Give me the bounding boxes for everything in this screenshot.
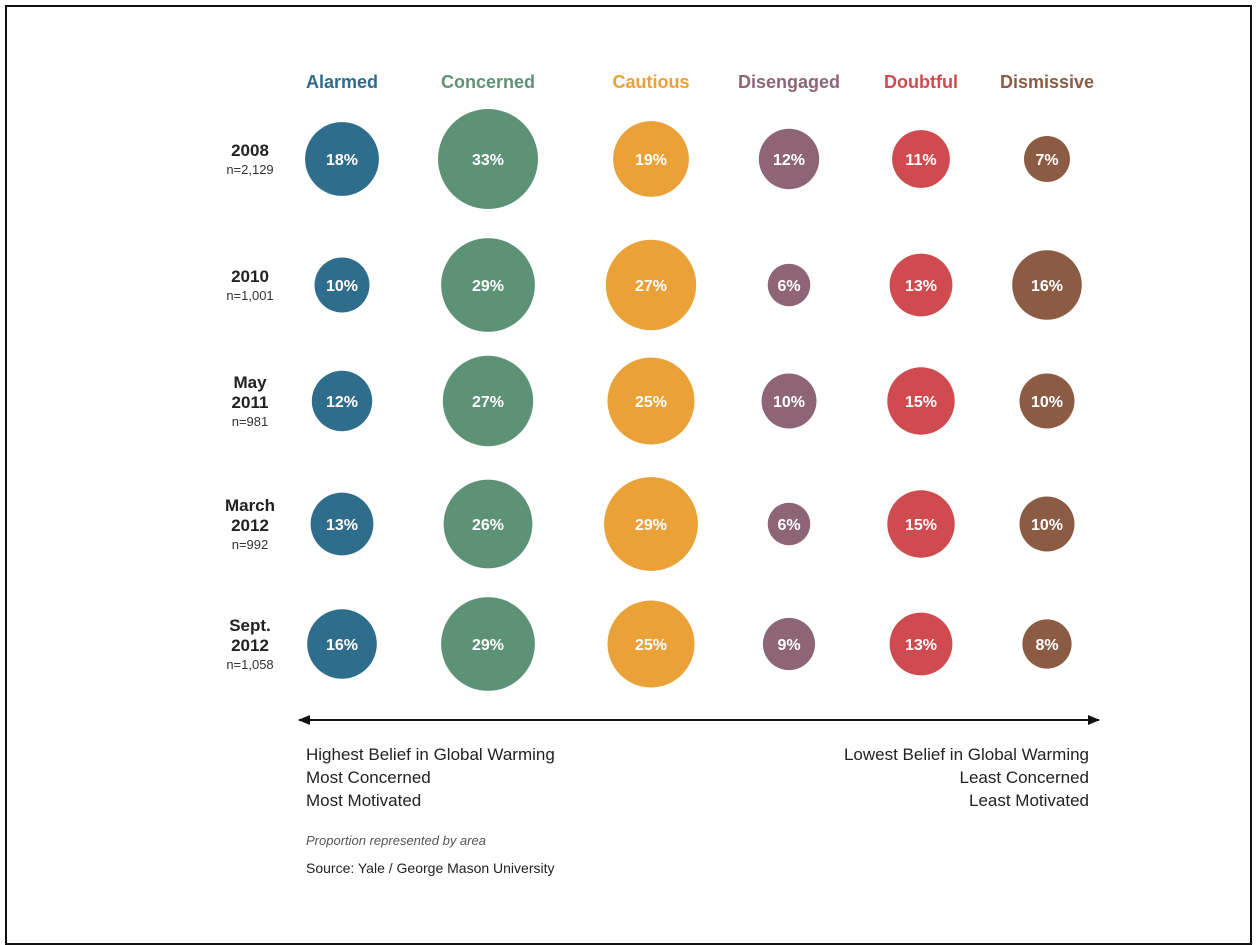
row-label: 2011 <box>232 393 269 412</box>
bubble-value-label: 6% <box>777 278 800 295</box>
category-label-disengaged: Disengaged <box>738 72 840 92</box>
bubble-value-label: 27% <box>635 278 667 295</box>
bubble-concerned <box>438 109 538 209</box>
area-note: Proportion represented by area <box>306 833 486 848</box>
bubble-value-label: 19% <box>635 152 667 169</box>
bubble-value-label: 29% <box>635 517 667 534</box>
row-label: 2010 <box>231 267 269 286</box>
bubble-alarmed <box>307 609 377 679</box>
bubble-dismissive <box>1022 619 1072 669</box>
bubble-value-label: 10% <box>1031 517 1063 534</box>
bubble-disengaged <box>767 502 811 546</box>
category-label-doubtful: Doubtful <box>884 72 958 92</box>
bubble-disengaged <box>758 128 820 190</box>
bubble-value-label: 15% <box>905 517 937 534</box>
row-label: May <box>233 373 267 392</box>
bubble-concerned <box>443 479 533 569</box>
chart-row-4: Sept.2012 n=1,058 16% 29% 25% 9% 13% 8% <box>226 597 1072 691</box>
scale-left-line: Most Concerned <box>306 768 431 787</box>
bubble-value-label: 10% <box>773 394 805 411</box>
row-sample-size: n=2,129 <box>226 162 273 177</box>
category-label-alarmed: Alarmed <box>306 72 378 92</box>
bubble-value-label: 8% <box>1035 637 1058 654</box>
bubble-doubtful <box>887 490 955 558</box>
bubble-cautious <box>613 121 689 197</box>
scale-right-line: Least Motivated <box>969 791 1089 810</box>
bubble-disengaged <box>762 617 816 671</box>
bubble-cautious <box>605 239 697 331</box>
category-headers: Alarmed Concerned Cautious Disengaged Doubtf… <box>306 72 1094 92</box>
bubble-concerned <box>442 355 534 447</box>
row-sample-size: n=1,058 <box>226 657 273 672</box>
bubble-dismissive <box>1012 250 1082 320</box>
bubble-disengaged <box>761 373 817 429</box>
category-label-cautious: Cautious <box>612 72 689 92</box>
bubble-doubtful <box>889 612 953 676</box>
bubble-doubtful <box>892 130 950 188</box>
bubble-doubtful <box>887 367 955 435</box>
chart-row-1: 2010 n=1,001 10% 29% 27% 6% 13% 16% <box>226 238 1082 332</box>
row-label: Sept. <box>229 616 271 635</box>
bubble-value-label: 16% <box>326 637 358 654</box>
category-label-dismissive: Dismissive <box>1000 72 1094 92</box>
bubble-value-label: 29% <box>472 637 504 654</box>
scale-left-line: Highest Belief in Global Warming <box>306 745 555 764</box>
bubble-dismissive <box>1024 136 1070 182</box>
scale-left-line: Most Motivated <box>306 791 421 810</box>
bubble-value-label: 11% <box>905 152 936 169</box>
bubble-value-label: 10% <box>1031 394 1063 411</box>
scale-right-line: Least Concerned <box>960 768 1089 787</box>
bubble-cautious <box>607 357 695 445</box>
bubble-cautious <box>607 600 695 688</box>
bubble-value-label: 13% <box>905 278 937 295</box>
bubble-alarmed <box>311 370 373 432</box>
chart-rows: 2008 n=2,129 18% 33% 19% 12% 11% 7% 2010 n=1,001 1… <box>225 109 1082 691</box>
bubble-value-label: 12% <box>773 152 805 169</box>
row-sample-size: n=1,001 <box>226 288 273 303</box>
chart-row-0: 2008 n=2,129 18% 33% 19% 12% 11% 7% <box>226 109 1070 209</box>
bubble-value-label: 25% <box>635 394 667 411</box>
bubble-value-label: 33% <box>472 152 504 169</box>
scale-left-labels: Highest Belief in Global Warming Most Con… <box>306 745 555 810</box>
bubble-value-label: 12% <box>326 394 358 411</box>
bubble-disengaged <box>767 263 811 307</box>
row-label: March <box>225 496 275 515</box>
bubble-value-label: 10% <box>326 278 358 295</box>
bubble-value-label: 27% <box>472 394 504 411</box>
bubble-concerned <box>441 597 535 691</box>
bubble-dismissive <box>1019 373 1075 429</box>
bubble-value-label: 18% <box>326 152 358 169</box>
bubble-alarmed <box>305 122 379 196</box>
bubble-value-label: 6% <box>777 517 800 534</box>
row-label: 2012 <box>231 516 269 535</box>
row-sample-size: n=981 <box>232 414 269 429</box>
bubble-value-label: 26% <box>472 517 504 534</box>
scale-right-labels: Lowest Belief in Global Warming Least Con… <box>844 745 1089 810</box>
bubble-value-label: 13% <box>905 637 937 654</box>
bubble-value-label: 7% <box>1035 152 1058 169</box>
bubble-cautious <box>604 477 698 571</box>
bubble-value-label: 9% <box>777 637 800 654</box>
bubble-value-label: 15% <box>905 394 937 411</box>
bubble-doubtful <box>889 253 953 317</box>
bubble-value-label: 16% <box>1031 278 1063 295</box>
bubble-value-label: 29% <box>472 278 504 295</box>
bubble-concerned <box>441 238 535 332</box>
category-label-concerned: Concerned <box>441 72 535 92</box>
row-sample-size: n=992 <box>232 537 269 552</box>
bubble-dismissive <box>1019 496 1075 552</box>
source-text: Source: Yale / George Mason University <box>306 860 555 876</box>
row-label: 2012 <box>231 636 269 655</box>
bubble-value-label: 25% <box>635 637 667 654</box>
scale-right-line: Lowest Belief in Global Warming <box>844 745 1089 764</box>
bubble-alarmed <box>314 257 370 313</box>
bubble-alarmed <box>310 492 374 556</box>
row-label: 2008 <box>231 141 269 160</box>
bubble-value-label: 13% <box>326 517 358 534</box>
